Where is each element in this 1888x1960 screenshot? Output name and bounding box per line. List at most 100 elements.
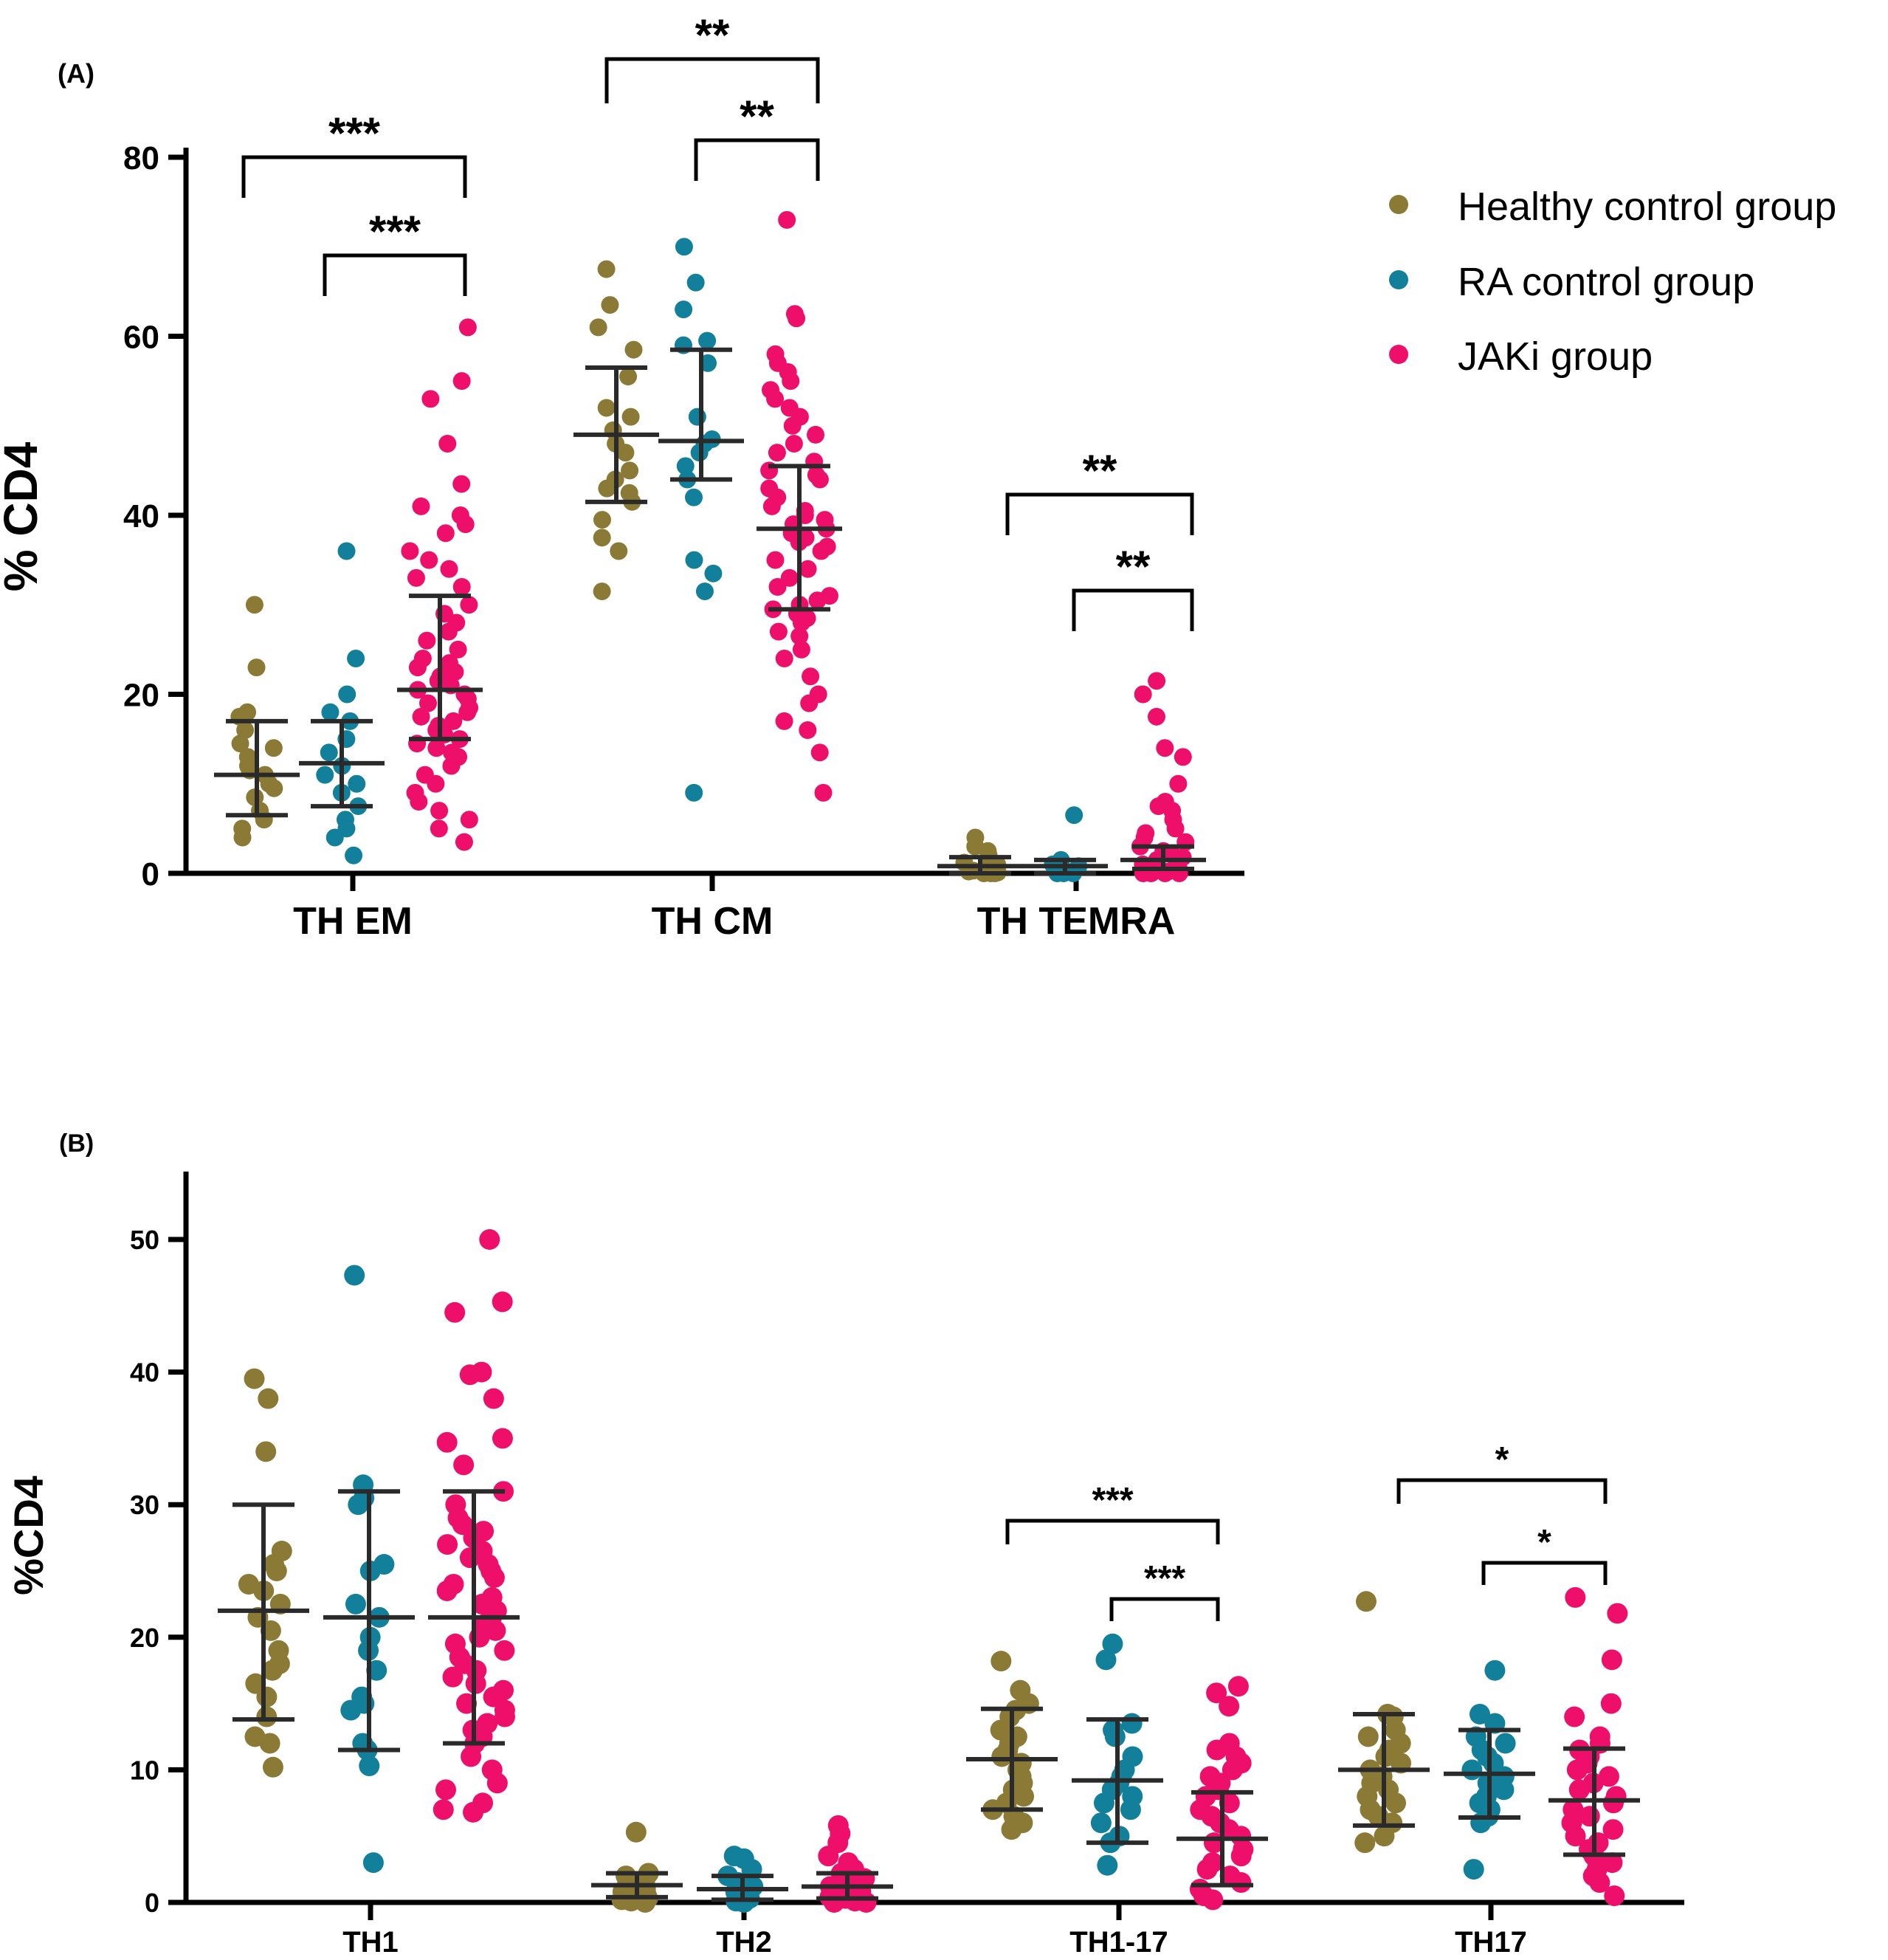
y-axis-title: % CD4 (0, 441, 47, 591)
data-point-jaki-group-th-em (458, 318, 477, 337)
data-point-jaki-group-th-em (418, 631, 436, 650)
data-point-jaki-group-th1-17 (1222, 1759, 1243, 1781)
data-point-ra-control-group-th-cm (685, 551, 703, 569)
data-point-jaki-group-th17 (1607, 1603, 1628, 1624)
y-tick-label: 20 (123, 677, 159, 713)
data-point-ra-control-group-th-cm (699, 354, 717, 372)
data-point-ra-control-group-th1 (359, 1756, 380, 1777)
y-tick-label: 80 (123, 140, 159, 176)
data-point-jaki-group-th-temra (1169, 774, 1188, 793)
data-point-jaki-group-th-em (458, 703, 477, 721)
legend-label-healthy-control-group: Healthy control group (1458, 185, 1836, 229)
data-point-jaki-group-th2 (818, 1846, 839, 1867)
significance-label: * (1537, 1523, 1551, 1562)
x-tick-label-th17: TH17 (1455, 1926, 1527, 1959)
significance-bracket (1481, 1561, 1608, 1585)
data-point-ra-control-group-th-em (338, 685, 356, 704)
data-point-healthy-control-group-th17 (1385, 1792, 1407, 1814)
data-point-healthy-control-group-th-em (245, 596, 263, 614)
data-point-jaki-group-th-cm (812, 542, 830, 560)
data-point-ra-control-group-th17 (1463, 1859, 1484, 1880)
data-point-ra-control-group-th-cm (704, 564, 723, 582)
data-point-jaki-group-th-em (452, 475, 471, 493)
data-point-jaki-group-th-em (442, 757, 461, 775)
data-point-healthy-control-group-th1 (255, 1441, 277, 1462)
data-point-jaki-group-th1 (459, 1547, 480, 1569)
data-point-jaki-group-th17 (1566, 1759, 1588, 1781)
data-point-jaki-group-th1 (437, 1534, 458, 1555)
data-point-healthy-control-group-th-cm (621, 408, 640, 426)
y-tick-label: 30 (130, 1490, 159, 1520)
x-tick-label-th-temra: TH TEMRA (977, 900, 1176, 943)
data-point-jaki-group-th1 (436, 1580, 458, 1601)
data-point-jaki-group-th-cm (778, 210, 796, 229)
data-point-jaki-group-th1-17 (1227, 1676, 1249, 1697)
data-point-ra-control-group-th-em (325, 828, 344, 847)
data-point-ra-control-group-th1 (348, 1494, 369, 1516)
data-point-healthy-control-group-th-em (247, 659, 266, 677)
data-point-ra-control-group-th-cm (698, 331, 717, 350)
data-point-jaki-group-th-cm (766, 551, 785, 569)
panel-label: (A) (58, 58, 94, 89)
data-point-jaki-group-th2 (855, 1892, 877, 1913)
data-point-jaki-group-th-temra (1166, 819, 1185, 838)
data-point-healthy-control-group-th1 (244, 1368, 265, 1389)
significance-label: ** (740, 92, 774, 141)
data-point-jaki-group-th1-17 (1206, 1739, 1227, 1761)
data-point-jaki-group-th-em (452, 372, 471, 391)
data-point-healthy-control-group-th-cm (619, 368, 638, 386)
data-point-ra-control-group-th1-17 (1102, 1633, 1123, 1654)
data-point-ra-control-group-th-cm (676, 457, 695, 475)
significance-bracket (323, 253, 467, 296)
data-point-jaki-group-th17 (1598, 1766, 1619, 1787)
data-point-jaki-group-th17 (1568, 1779, 1590, 1801)
data-point-jaki-group-th1 (485, 1620, 506, 1641)
data-point-jaki-group-th-cm (768, 444, 786, 462)
data-point-jaki-group-th-cm (807, 425, 825, 444)
data-point-jaki-group-th-em (407, 568, 425, 587)
data-point-healthy-control-group-th-cm (597, 260, 616, 278)
significance-label: ** (695, 10, 730, 60)
data-point-ra-control-group-th1 (345, 1593, 366, 1615)
data-point-jaki-group-th-em (455, 833, 473, 851)
data-point-jaki-group-th17 (1601, 1649, 1622, 1671)
data-point-jaki-group-th1-17 (1230, 1846, 1252, 1867)
data-point-ra-control-group-th17 (1495, 1733, 1516, 1754)
significance-label: *** (369, 207, 421, 256)
data-point-healthy-control-group-th-cm (593, 582, 611, 601)
data-point-healthy-control-group-th-cm (610, 542, 628, 560)
data-point-healthy-control-group-th-cm (589, 318, 607, 337)
x-tick-label-th1-17: TH1-17 (1069, 1926, 1168, 1959)
legend-marker-jaki-group (1389, 345, 1408, 364)
data-point-ra-control-group-th-cm (675, 300, 693, 319)
data-point-healthy-control-group-th-em (233, 828, 252, 847)
data-point-jaki-group-th-temra (1156, 739, 1174, 757)
y-tick-label: 0 (142, 856, 159, 893)
data-point-ra-control-group-th1 (344, 1265, 365, 1286)
data-point-ra-control-group-th-temra (1065, 806, 1083, 825)
data-point-healthy-control-group-th1-17 (991, 1746, 1013, 1767)
data-point-jaki-group-th-em (430, 802, 449, 820)
data-point-jaki-group-th-em (460, 596, 478, 614)
data-point-healthy-control-group-th-em (265, 779, 283, 797)
data-point-jaki-group-th-cm (768, 578, 787, 596)
data-point-jaki-group-th17 (1565, 1826, 1586, 1847)
data-point-jaki-group-th-cm (792, 640, 810, 659)
data-point-healthy-control-group-th1-17 (1013, 1786, 1035, 1807)
data-point-jaki-group-th-em (408, 659, 427, 677)
data-point-jaki-group-th-cm (792, 613, 810, 632)
data-point-ra-control-group-th-em (345, 846, 363, 864)
x-tick-label-th-em: TH EM (293, 900, 413, 943)
significance-label: *** (328, 109, 381, 158)
data-point-healthy-control-group-th-cm (601, 296, 619, 314)
data-point-jaki-group-th-cm (799, 721, 817, 739)
x-tick-label-th2: TH2 (716, 1926, 772, 1959)
data-point-healthy-control-group-th-cm (593, 511, 611, 529)
data-point-jaki-group-th-em (419, 694, 438, 712)
data-point-ra-control-group-th-em (320, 743, 338, 762)
data-point-jaki-group-th-em (456, 515, 475, 534)
significance-bracket (1396, 1478, 1608, 1504)
data-point-jaki-group-th1 (486, 1772, 508, 1794)
